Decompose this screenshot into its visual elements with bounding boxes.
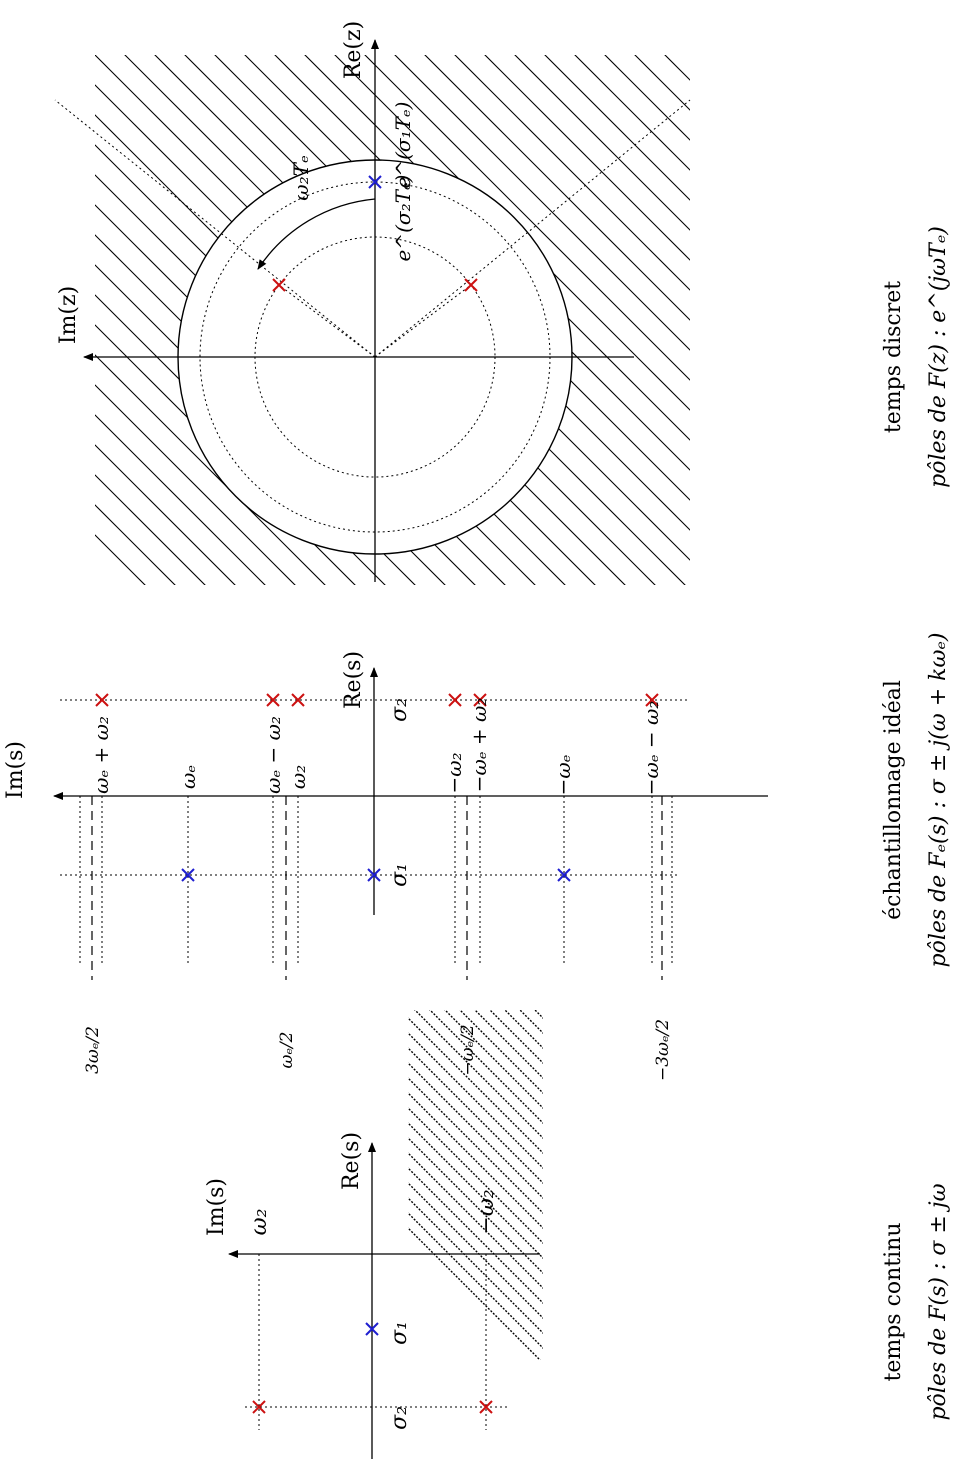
pole-sigma2-mwe-minus-w2 (645, 693, 659, 707)
label-sigma1: σ₁ (387, 1321, 412, 1345)
angle-arc-w2Te (257, 198, 376, 270)
caption-line1: échantillonnage idéal (881, 680, 906, 920)
caption-line2: pôles de Fₑ(s) : σ ± j(ω + kωₑ) (926, 633, 951, 968)
label-we-half: ωₑ/2 (277, 1032, 297, 1069)
sampled-panel: Im(s) Re(s) σ₁ σ₂ ωₑ + ω₂ ωₑ ωₑ − ω₂ ω₂ … (3, 633, 951, 1082)
label-w2: ω₂ (247, 1209, 272, 1236)
pole-sigma2-w2 (252, 1400, 266, 1414)
pole-sigma2-mw2 (479, 1400, 493, 1414)
label-we-plus-w2: ωₑ + ω₂ (89, 716, 113, 794)
pole-exp-sigma2-w2 (272, 278, 286, 292)
axis-label-re: Re(z) (341, 21, 366, 79)
pole-exp-sigma1 (368, 175, 382, 189)
label-w2Te: ω₂Tₑ (289, 155, 313, 200)
pole-sigma2-we-minus-w2 (266, 693, 280, 707)
label-sigma2: σ₂ (387, 698, 412, 722)
pole-sigma2-we-plus-w2 (95, 693, 109, 707)
label-3we-half: 3ωₑ/2 (83, 1026, 103, 1074)
caption-line2: pôles de F(z) : e^(jωTₑ) (926, 226, 951, 488)
pole-sigma1-mwe (557, 868, 571, 882)
pole-sigma1-we (181, 868, 195, 882)
pole-sigma2-mwe-plus-w2 (473, 693, 487, 707)
label-mw2: −ω₂ (474, 1189, 499, 1234)
pole-exp-sigma2-mw2 (464, 278, 478, 292)
label-w2: ω₂ (286, 765, 310, 789)
discrete-time-panel: Re(z) Im(z) ω₂Tₑ e^(σ₂Tₑ) e^(σ₁Tₑ) temps… (54, 21, 951, 585)
label-sigma2: σ₂ (387, 1406, 412, 1430)
axis-label-re: Re(s) (341, 651, 366, 709)
caption-line2: pôles de F(s) : σ ± jω (926, 1183, 951, 1420)
label-mw2: −ω₂ (442, 752, 466, 793)
axis-label-im: Im(s) (204, 1178, 229, 1236)
label-mwe: −ωₑ (551, 755, 575, 796)
axis-label-im: Im(s) (3, 741, 28, 799)
pole-sigma1 (365, 1322, 379, 1336)
hatched-unstable-region (408, 1010, 543, 1360)
continuous-time-panel: Im(s) Re(s) σ₁ σ₂ ω₂ −ω₂ temps continu p… (204, 1010, 951, 1459)
caption-line1: temps continu (881, 1222, 906, 1381)
label-we: ωₑ (176, 765, 200, 789)
label-m3we-half: −3ωₑ/2 (653, 1019, 673, 1081)
pole-sigma2-mw2 (448, 693, 462, 707)
caption-line1: temps discret (881, 281, 906, 433)
label-exp-sigma2: e^(σ₂Tₑ) (391, 175, 415, 262)
label-sigma1: σ₁ (387, 863, 412, 887)
label-exp-sigma1: e^(σ₁Tₑ) (391, 102, 415, 189)
label-we-minus-w2: ωₑ − ω₂ (261, 716, 285, 794)
pole-sigma2-w2 (291, 693, 305, 707)
label-mwe-minus-w2: −ωₑ − ω₂ (639, 701, 663, 796)
axis-label-re: Re(s) (339, 1132, 364, 1190)
label-mwe-plus-w2: −ωₑ + ω₂ (467, 698, 491, 793)
hatched-unstable-region (95, 55, 690, 585)
label-mwe-half: −ωₑ/2 (458, 1024, 478, 1075)
axis-label-im: Im(z) (56, 286, 81, 344)
pole-sigma1 (367, 868, 381, 882)
